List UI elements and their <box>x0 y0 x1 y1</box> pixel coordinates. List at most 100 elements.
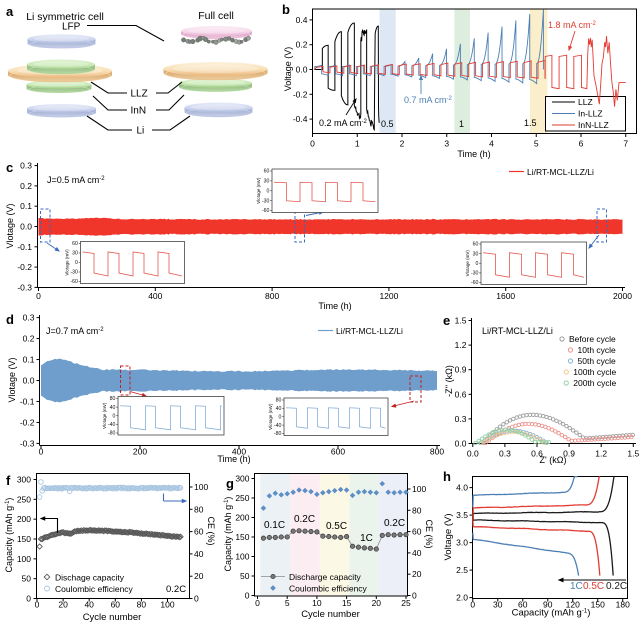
svg-text:Time (h): Time (h) <box>217 454 250 464</box>
svg-text:-40: -40 <box>274 423 282 429</box>
svg-text:0.3: 0.3 <box>23 313 35 323</box>
svg-text:0: 0 <box>470 600 475 610</box>
svg-text:Li/RT-MCL-LLZ/Li: Li/RT-MCL-LLZ/Li <box>336 326 403 336</box>
svg-text:Voltage (V): Voltage (V) <box>283 47 293 92</box>
svg-text:2: 2 <box>400 139 405 149</box>
svg-text:800: 800 <box>430 447 444 457</box>
svg-text:300: 300 <box>235 474 249 484</box>
svg-text:0: 0 <box>310 139 315 149</box>
svg-text:50: 50 <box>22 574 32 584</box>
svg-text:150: 150 <box>591 600 605 610</box>
svg-text:h: h <box>443 469 451 484</box>
svg-text:InN: InN <box>131 106 147 117</box>
svg-text:InN-LLZ: InN-LLZ <box>578 120 609 130</box>
svg-text:0.3: 0.3 <box>455 414 467 424</box>
svg-text:0: 0 <box>194 594 199 604</box>
svg-text:-30: -30 <box>70 270 78 276</box>
svg-text:90: 90 <box>543 600 553 610</box>
svg-text:f: f <box>6 473 11 488</box>
svg-text:-0.2: -0.2 <box>20 417 35 427</box>
svg-text:-30: -30 <box>471 271 479 277</box>
svg-text:7: 7 <box>623 139 628 149</box>
svg-text:Capacity (mAh g-1): Capacity (mAh g-1) <box>512 608 591 619</box>
svg-text:Vlotage (mV): Vlotage (mV) <box>256 177 261 204</box>
svg-text:40: 40 <box>412 548 422 558</box>
svg-text:80: 80 <box>412 505 422 515</box>
svg-text:30: 30 <box>264 179 270 185</box>
svg-text:1.2: 1.2 <box>595 449 607 459</box>
svg-text:-40: -40 <box>108 422 116 428</box>
svg-text:0: 0 <box>255 598 260 608</box>
svg-text:-0.4: -0.4 <box>293 114 308 124</box>
svg-text:0.1: 0.1 <box>23 355 35 365</box>
svg-text:e: e <box>443 313 450 328</box>
svg-text:20: 20 <box>372 598 382 608</box>
svg-text:Li symmetric cell: Li symmetric cell <box>26 11 104 23</box>
svg-text:400: 400 <box>232 447 246 457</box>
svg-text:-0.2: -0.2 <box>17 262 32 272</box>
svg-text:150: 150 <box>235 532 249 542</box>
svg-text:0.7 mA cm-2: 0.7 mA cm-2 <box>404 95 453 105</box>
svg-text:Vlotage (mV): Vlotage (mV) <box>268 403 273 430</box>
svg-text:0.9: 0.9 <box>455 365 467 375</box>
svg-text:Discharge capacity: Discharge capacity <box>289 572 362 582</box>
svg-text:200: 200 <box>133 447 147 457</box>
svg-text:400: 400 <box>148 291 162 301</box>
svg-text:30: 30 <box>473 251 479 257</box>
svg-text:0: 0 <box>476 261 479 267</box>
svg-text:40: 40 <box>194 549 204 559</box>
svg-text:c: c <box>6 160 13 175</box>
svg-text:3: 3 <box>444 139 449 149</box>
svg-text:Coulombic efficiency: Coulombic efficiency <box>55 584 134 594</box>
svg-text:0.5C: 0.5C <box>326 521 347 532</box>
svg-text:-30: -30 <box>262 198 270 204</box>
svg-text:20: 20 <box>194 571 204 581</box>
svg-text:30: 30 <box>72 251 78 257</box>
svg-text:0: 0 <box>245 591 250 601</box>
svg-text:Time (h): Time (h) <box>318 301 351 311</box>
svg-text:0.2 mA cm-2: 0.2 mA cm-2 <box>319 118 368 128</box>
svg-text:0: 0 <box>36 291 41 301</box>
svg-text:1C: 1C <box>360 533 373 544</box>
svg-text:Vlotage (mV): Vlotage (mV) <box>465 250 470 277</box>
svg-text:100: 100 <box>412 484 426 494</box>
svg-text:J=0.7 mA cm-2: J=0.7 mA cm-2 <box>46 326 104 336</box>
svg-text:60: 60 <box>518 600 528 610</box>
svg-text:Li: Li <box>137 126 145 137</box>
svg-text:Cycle number: Cycle number <box>83 612 142 623</box>
svg-text:1.8 mA cm-2: 1.8 mA cm-2 <box>548 20 597 30</box>
svg-text:Cycle number: Cycle number <box>301 609 360 620</box>
svg-text:180: 180 <box>616 600 630 610</box>
svg-text:10: 10 <box>312 598 322 608</box>
svg-text:0: 0 <box>412 591 417 601</box>
svg-text:60: 60 <box>412 527 422 537</box>
svg-text:-60: -60 <box>471 280 479 286</box>
svg-text:1600: 1600 <box>496 291 515 301</box>
svg-text:J=0.5 mA cm-2: J=0.5 mA cm-2 <box>47 175 105 185</box>
svg-text:CE (%): CE (%) <box>206 517 216 546</box>
svg-text:0.0: 0.0 <box>296 65 308 75</box>
svg-text:0.0: 0.0 <box>467 449 479 459</box>
svg-text:0.2C: 0.2C <box>384 518 405 529</box>
svg-text:60: 60 <box>473 242 479 248</box>
svg-text:150: 150 <box>17 534 31 544</box>
svg-text:40: 40 <box>276 406 282 412</box>
svg-text:Z' (kΩ): Z' (kΩ) <box>540 455 567 465</box>
svg-text:100: 100 <box>235 552 249 562</box>
svg-text:80: 80 <box>194 504 204 514</box>
svg-text:100th cycle: 100th cycle <box>573 367 616 377</box>
svg-text:LLZ: LLZ <box>131 89 148 100</box>
svg-text:3.0: 3.0 <box>456 538 468 548</box>
svg-text:80: 80 <box>276 398 282 404</box>
svg-text:60: 60 <box>264 169 270 175</box>
svg-text:LFP: LFP <box>62 22 81 33</box>
svg-text:0.2: 0.2 <box>23 334 35 344</box>
svg-text:1C: 1C <box>570 581 583 592</box>
svg-text:1200: 1200 <box>379 291 398 301</box>
svg-text:20: 20 <box>412 569 422 579</box>
svg-text:0.5: 0.5 <box>381 119 394 129</box>
svg-text:2.5: 2.5 <box>456 565 468 575</box>
svg-text:100: 100 <box>17 554 31 564</box>
svg-text:4: 4 <box>489 139 494 149</box>
svg-text:0.3: 0.3 <box>20 161 32 171</box>
